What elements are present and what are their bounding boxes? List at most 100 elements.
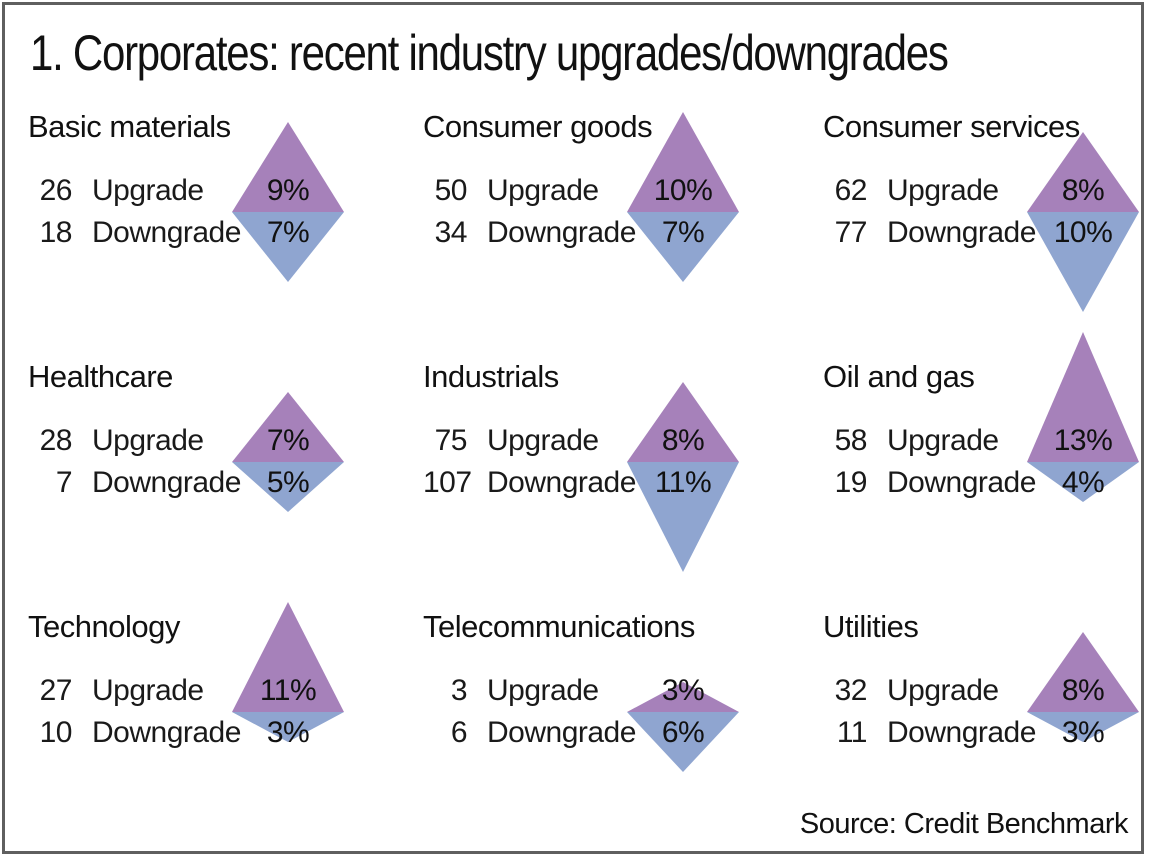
upgrade-triangle-icon	[1027, 632, 1139, 712]
downgrade-row: 107 Downgrade	[423, 462, 636, 504]
upgrade-count: 32	[834, 674, 868, 707]
downgrade-label: Downgrade	[92, 466, 241, 499]
downgrade-row: 18 Downgrade	[28, 212, 242, 254]
upgrade-count: 27	[39, 674, 73, 707]
sector-name: Industrials	[423, 359, 559, 394]
sector-table: 27 Upgrade 10 Downgrade	[28, 670, 242, 754]
upgrade-label: Upgrade	[92, 424, 204, 457]
upgrade-triangle-icon	[627, 112, 739, 212]
sector-name: Healthcare	[28, 359, 173, 394]
upgrade-row: 28 Upgrade	[28, 420, 241, 462]
sector-name: Basic materials	[28, 109, 231, 144]
sector-table: 50 Upgrade 34 Downgrade	[423, 170, 637, 254]
upgrade-pct-label: 9%	[266, 174, 310, 207]
upgrade-label: Upgrade	[92, 674, 204, 707]
downgrade-pct-label: 3%	[1061, 716, 1105, 749]
upgrade-row: 27 Upgrade	[28, 670, 241, 712]
upgrade-label: Upgrade	[887, 174, 999, 207]
upgrade-pct-label: 8%	[1061, 174, 1105, 207]
downgrade-label: Downgrade	[487, 216, 636, 249]
downgrade-count: 107	[423, 466, 472, 499]
downgrade-triangle-icon	[1027, 712, 1139, 742]
upgrade-pct-label: 7%	[266, 424, 310, 457]
sector-cell-telecommunications: Telecommunications 3 Upgrade 6 Downgrade 3…	[415, 608, 795, 858]
upgrade-row: 32 Upgrade	[823, 670, 1036, 712]
downgrade-count: 10	[39, 716, 73, 749]
upgrade-count: 50	[434, 174, 468, 207]
downgrade-row: 6 Downgrade	[423, 712, 637, 754]
downgrade-row: 7 Downgrade	[28, 462, 242, 504]
sector-table: 62 Upgrade 77 Downgrade	[823, 170, 1037, 254]
downgrade-row: 77 Downgrade	[823, 212, 1037, 254]
sector-name: Telecommunications	[423, 609, 695, 644]
downgrade-count: 77	[834, 216, 868, 249]
downgrade-label: Downgrade	[487, 466, 636, 499]
upgrade-triangle-icon	[232, 602, 344, 712]
downgrade-label: Downgrade	[487, 716, 636, 749]
sector-table: 28 Upgrade 7 Downgrade	[28, 420, 242, 504]
downgrade-pct-label: 7%	[661, 216, 705, 249]
upgrade-triangle-icon	[627, 382, 739, 462]
upgrade-count: 62	[834, 174, 868, 207]
upgrade-triangle-icon	[232, 122, 344, 212]
upgrade-row: 62 Upgrade	[823, 170, 1036, 212]
chart-frame	[2, 2, 1144, 854]
upgrade-row: 75 Upgrade	[423, 420, 636, 462]
downgrade-row: 34 Downgrade	[423, 212, 637, 254]
upgrade-count: 75	[434, 424, 468, 457]
sector-cell-consumer-services: Consumer services 62 Upgrade 77 Downgrade …	[815, 108, 1154, 358]
sector-cell-basic-materials: Basic materials 26 Upgrade 18 Downgrade 9%…	[20, 108, 400, 358]
sector-table: 32 Upgrade 11 Downgrade	[823, 670, 1037, 754]
downgrade-count: 18	[39, 216, 73, 249]
sector-cell-consumer-goods: Consumer goods 50 Upgrade 34 Downgrade 10%…	[415, 108, 795, 358]
downgrade-label: Downgrade	[92, 716, 241, 749]
source-note: Source: Credit Benchmark	[799, 808, 1129, 840]
upgrade-label: Upgrade	[887, 674, 999, 707]
upgrade-pct-label: 8%	[1061, 674, 1105, 707]
downgrade-pct-label: 3%	[266, 716, 310, 749]
upgrade-label: Upgrade	[487, 674, 599, 707]
downgrade-pct-label: 5%	[266, 466, 310, 499]
downgrade-triangle-icon	[232, 712, 344, 742]
upgrade-row: 26 Upgrade	[28, 170, 241, 212]
upgrade-label: Upgrade	[92, 174, 204, 207]
downgrade-label: Downgrade	[887, 466, 1036, 499]
downgrade-label: Downgrade	[887, 216, 1036, 249]
downgrade-count: 11	[836, 716, 868, 749]
downgrade-triangle-icon	[232, 212, 344, 282]
sector-cell-healthcare: Healthcare 28 Upgrade 7 Downgrade 7% 5%	[20, 358, 400, 608]
sector-name: Utilities	[823, 609, 919, 644]
upgrade-pct-label: 10%	[653, 174, 713, 207]
sector-cell-oil-and-gas: Oil and gas 58 Upgrade 19 Downgrade 13% 4%	[815, 332, 1154, 608]
upgrade-triangle-icon	[1027, 332, 1139, 462]
downgrade-pct-label: 4%	[1061, 466, 1105, 499]
downgrade-label: Downgrade	[92, 216, 241, 249]
upgrade-pct-label: 13%	[1053, 424, 1113, 457]
sector-table: 3 Upgrade 6 Downgrade	[423, 670, 637, 754]
upgrade-count: 3	[450, 674, 468, 707]
downgrade-row: 11 Downgrade	[823, 712, 1037, 754]
upgrade-triangle-icon	[232, 392, 344, 462]
upgrade-triangle-icon	[627, 682, 739, 712]
sector-name: Technology	[28, 609, 180, 644]
upgrade-label: Upgrade	[887, 424, 999, 457]
upgrade-count: 28	[39, 424, 73, 457]
upgrade-pct-label: 3%	[661, 674, 705, 707]
sector-cell-industrials: Industrials 75 Upgrade 107 Downgrade 8% 11…	[415, 358, 795, 608]
downgrade-pct-label: 10%	[1053, 216, 1113, 249]
sector-cell-utilities: Utilities 32 Upgrade 11 Downgrade 8% 3%	[815, 608, 1154, 858]
downgrade-triangle-icon	[627, 212, 739, 282]
upgrade-pct-label: 11%	[259, 674, 317, 707]
downgrade-label: Downgrade	[887, 716, 1036, 749]
downgrade-pct-label: 11%	[654, 466, 712, 499]
sector-table: 75 Upgrade 107 Downgrade	[423, 420, 636, 504]
downgrade-triangle-icon	[1027, 212, 1139, 312]
upgrade-pct-label: 8%	[661, 424, 705, 457]
sector-table: 26 Upgrade 18 Downgrade	[28, 170, 242, 254]
downgrade-count: 6	[450, 716, 468, 749]
sector-name: Oil and gas	[823, 359, 975, 394]
downgrade-triangle-icon	[627, 462, 739, 572]
downgrade-count: 19	[834, 466, 868, 499]
downgrade-row: 19 Downgrade	[823, 462, 1037, 504]
